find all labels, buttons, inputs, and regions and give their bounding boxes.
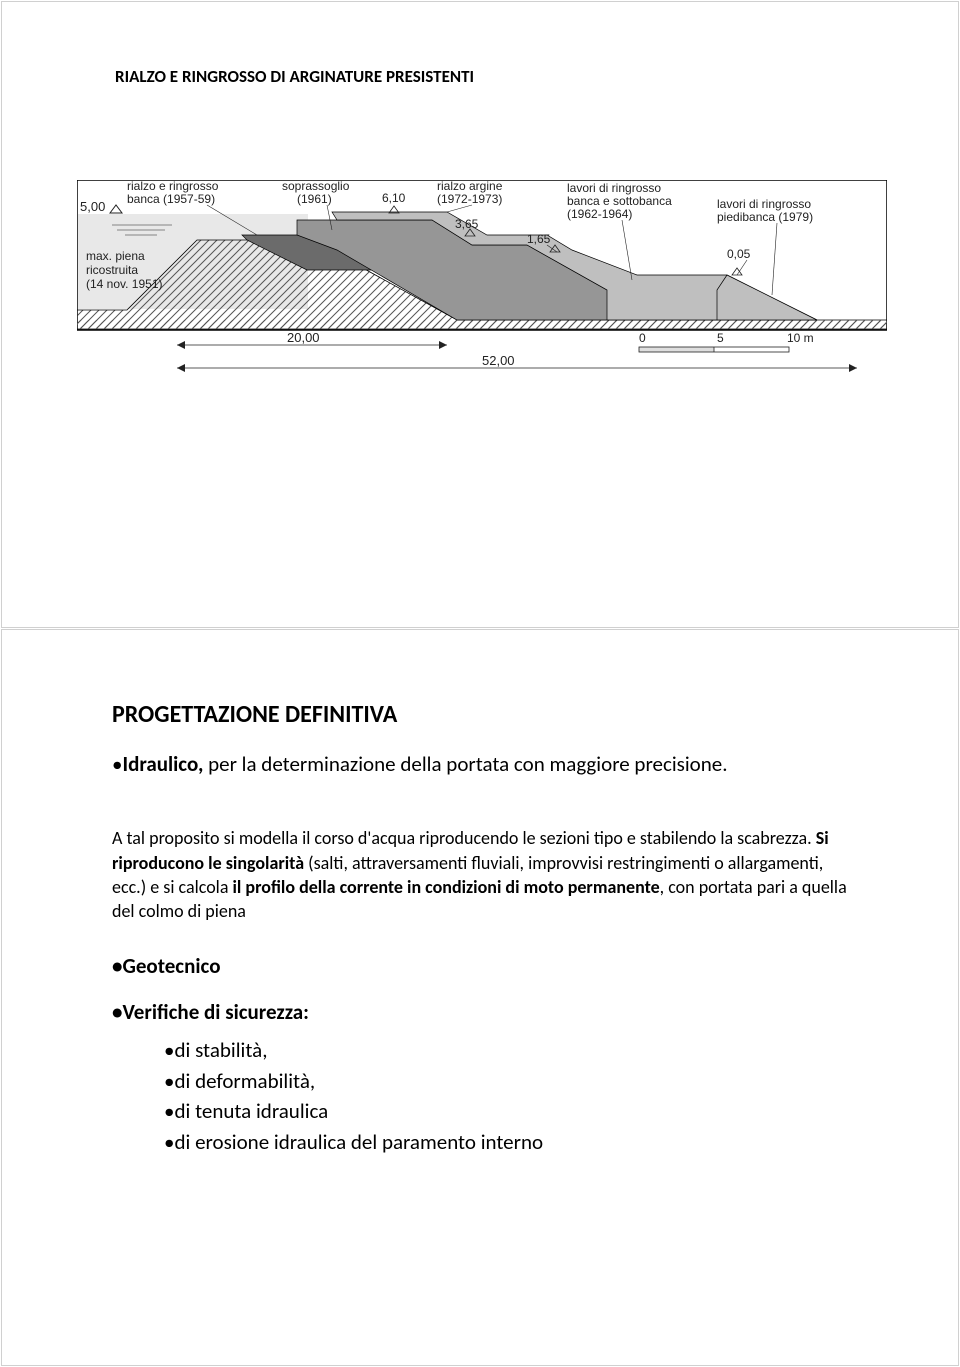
bullet-geotecnico-text: Geotecnico xyxy=(122,953,220,979)
cross-section-diagram: 5,00 max. piena ricostruita (14 nov. 195… xyxy=(77,180,887,380)
dim-52: 52,00 xyxy=(482,353,515,368)
bullet-geotecnico: •Geotecnico xyxy=(112,953,848,979)
slide-1: RIALZO E RINGROSSO DI ARGINATURE PRESIST… xyxy=(1,1,959,628)
sub4-text: di erosione idraulica del paramento inte… xyxy=(174,1129,543,1155)
v3: 1,65 xyxy=(527,232,551,246)
scale-0: 0 xyxy=(639,331,646,345)
flood-note-3: (14 nov. 1951) xyxy=(86,277,163,291)
sub-item-2: •di deformabilità, xyxy=(164,1066,848,1096)
dim-20: 20,00 xyxy=(287,330,320,345)
slide1-title: RIALZO E RINGROSSO DI ARGINATURE PRESIST… xyxy=(115,66,474,87)
sub3-text: di tenuta idraulica xyxy=(174,1098,328,1124)
body-paragraph: A tal proposito si modella il corso d'ac… xyxy=(112,826,848,923)
lab1b: banca (1957-59) xyxy=(127,192,215,206)
lab5a: lavori di ringrosso xyxy=(717,197,811,211)
bullet-verifiche-text: Verifiche di sicurezza: xyxy=(122,999,309,1025)
scale-10: 10 m xyxy=(787,331,814,345)
scale-5: 5 xyxy=(717,331,724,345)
sub-item-4: •di erosione idraulica del paramento int… xyxy=(164,1127,848,1157)
lab4b: banca e sottobanca xyxy=(567,194,672,208)
flood-note-2: ricostruita xyxy=(86,263,138,277)
lab4c: (1962-1964) xyxy=(567,207,632,221)
slide-2: PROGETTAZIONE DEFINITIVA •Idraulico, per… xyxy=(1,629,959,1366)
lab4a: lavori di ringrosso xyxy=(567,181,661,195)
flood-note-1: max. piena xyxy=(86,249,145,263)
lab5b: piedibanca (1979) xyxy=(717,210,813,224)
sub2-text: di deformabilità, xyxy=(174,1068,315,1094)
sub-item-1: •di stabilità, xyxy=(164,1035,848,1065)
lead-rest: per la determinazione della portata con … xyxy=(203,751,727,777)
level-5-00: 5,00 xyxy=(80,199,105,214)
sub-list: •di stabilità, •di deformabilità, •di te… xyxy=(112,1035,848,1157)
v1: 6,10 xyxy=(382,191,406,205)
lab3b: (1972-1973) xyxy=(437,192,502,206)
v2: 3,65 xyxy=(455,217,479,231)
lead-paragraph: •Idraulico, per la determinazione della … xyxy=(112,751,848,778)
lab2b: (1961) xyxy=(297,192,332,206)
lead-bold: Idraulico, xyxy=(122,751,203,777)
sub1-text: di stabilità, xyxy=(174,1037,267,1063)
para-1: A tal proposito si modella il corso d'ac… xyxy=(112,827,816,849)
heading-progettazione: PROGETTAZIONE DEFINITIVA xyxy=(112,700,848,729)
bullet-verifiche: •Verifiche di sicurezza: xyxy=(112,999,848,1025)
sub-item-3: •di tenuta idraulica xyxy=(164,1096,848,1126)
v4: 0,05 xyxy=(727,247,751,261)
para-b2: il profilo della corrente in condizioni … xyxy=(233,876,660,898)
